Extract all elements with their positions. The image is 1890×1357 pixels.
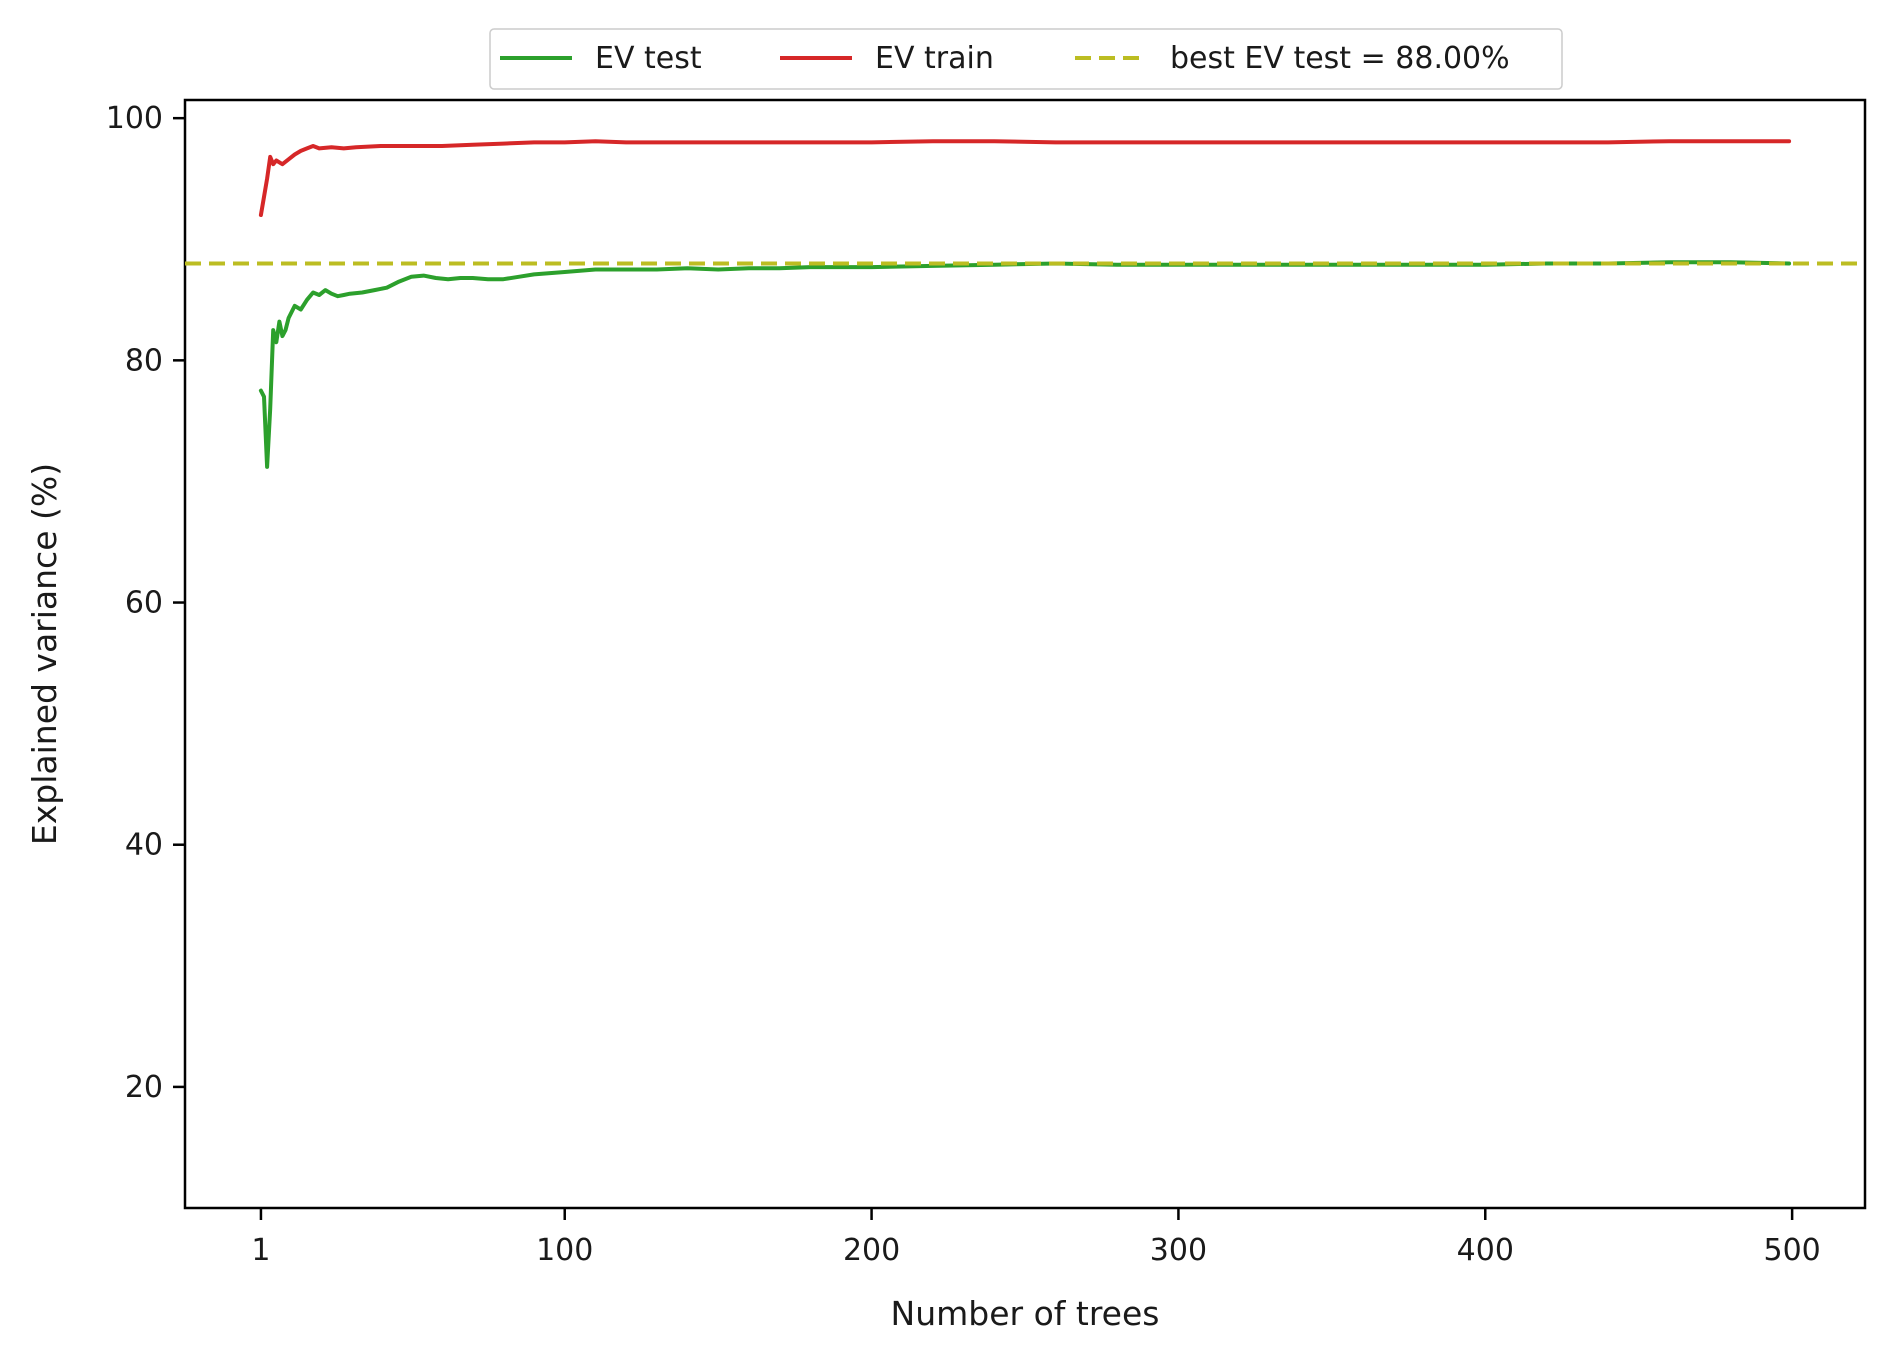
- y-axis-label: Explained variance (%): [25, 463, 64, 845]
- legend-label-ev-test: EV test: [595, 41, 702, 76]
- series-line-ev-train: [258, 139, 1792, 217]
- series-layer: [185, 139, 1865, 469]
- x-tick-label-400: 400: [1457, 1233, 1514, 1268]
- y-tick-label-20: 20: [125, 1070, 163, 1105]
- x-tick-label-1: 1: [251, 1233, 270, 1268]
- legend: EV test EV train best EV test = 88.00%: [489, 28, 1563, 90]
- x-tick-label-300: 300: [1150, 1233, 1207, 1268]
- legend-box: [489, 28, 1563, 90]
- y-axis: 20 40 60 80 100: [106, 101, 185, 1105]
- series-line-ev-test: [258, 260, 1792, 469]
- y-tick-label-100: 100: [106, 101, 163, 136]
- y-tick-label-40: 40: [125, 828, 163, 863]
- x-tick-label-200: 200: [843, 1233, 900, 1268]
- x-tick-label-500: 500: [1763, 1233, 1820, 1268]
- plot-area: [183, 98, 1867, 1210]
- legend-label-ev-train: EV train: [875, 41, 994, 76]
- y-tick-label-80: 80: [125, 343, 163, 378]
- x-tick-label-100: 100: [536, 1233, 593, 1268]
- x-axis-label: Number of trees: [891, 1294, 1160, 1333]
- x-axis: 1 100 200 300 400 500: [251, 1208, 1821, 1268]
- y-tick-label-60: 60: [125, 586, 163, 621]
- legend-label-best-ev-test: best EV test = 88.00%: [1170, 41, 1510, 76]
